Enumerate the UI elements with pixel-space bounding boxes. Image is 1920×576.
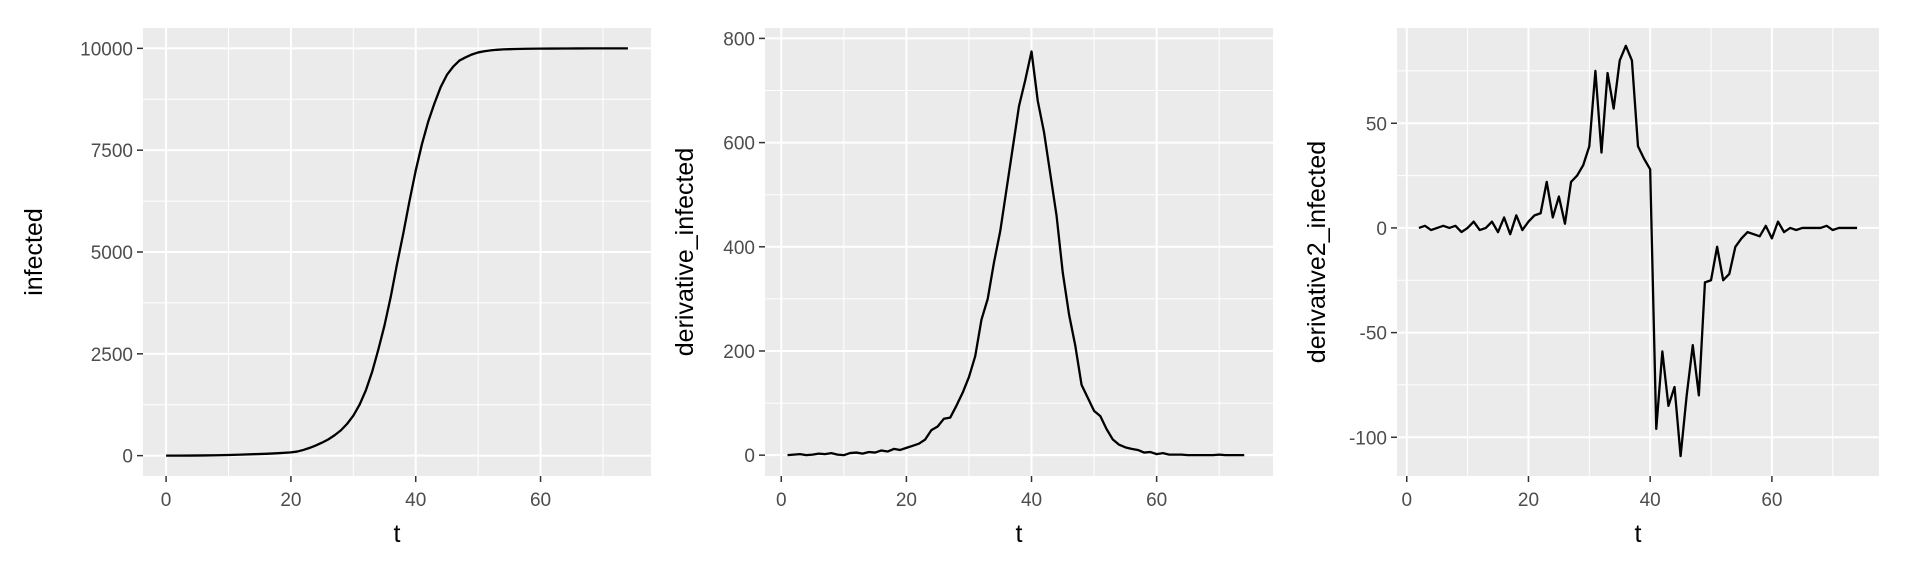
panel-1-y-axis-title: infected [20, 208, 48, 296]
panel-3-y-axis-title: derivative2_infected [1303, 141, 1331, 363]
panel-1-y-tick-label: 2500 [91, 345, 133, 366]
panel-3-y-tick-label: -100 [1349, 428, 1387, 449]
panel-1-x-tick-label: 0 [161, 490, 172, 511]
panel-3-x-tick-label: 20 [1518, 490, 1539, 511]
panel-2-x-axis-title: t [1016, 520, 1023, 548]
panel-3-x-axis-title: t [1635, 520, 1642, 548]
panel-2-y-tick-label: 0 [744, 446, 755, 467]
panel-3-x-tick-label: 0 [1401, 490, 1412, 511]
panel-2-x-tick-label: 20 [896, 490, 917, 511]
panel-3-x-tick-label: 60 [1761, 490, 1782, 511]
panel-3-y-tick-label: 50 [1366, 114, 1387, 135]
panel-3-x-tick-label: 40 [1640, 490, 1661, 511]
panel-3-y-tick-label: 0 [1376, 219, 1387, 240]
panel-2-y-axis-title: derivative_infected [671, 148, 699, 356]
panel-3-series-line [1418, 44, 1858, 458]
panel-1-x-tick-label: 20 [280, 490, 301, 511]
panel-1-series-line [166, 47, 628, 457]
panel-1-x-axis-title: t [394, 520, 401, 548]
panel-2-y-tick-label: 800 [723, 29, 755, 50]
panel-2-series-line [787, 50, 1245, 457]
panel-2-background [765, 28, 1273, 476]
panel-1-y-tick-label: 5000 [91, 243, 133, 264]
panel-2-y-tick-label: 200 [723, 342, 755, 363]
panel-2-x-tick-label: 60 [1146, 490, 1167, 511]
panel-3-background [1397, 28, 1879, 476]
panel-3: 0 20 40 60 -100 -50 0 50 t derivative2_infected [1303, 28, 1879, 548]
panel-2-y-tick-label: 600 [723, 134, 755, 155]
panel-2-x-tick-label: 0 [776, 490, 787, 511]
panel-2-x-tick-label: 40 [1021, 490, 1042, 511]
panel-1-y-tick-label: 7500 [91, 141, 133, 162]
panel-1-x-tick-label: 40 [405, 490, 426, 511]
panel-1-y-tick-label: 0 [122, 447, 133, 468]
panel-1: 0 20 40 60 0 2500 5000 7500 10000 t infected [20, 28, 651, 548]
panel-3-y-tick-label: -50 [1360, 324, 1387, 345]
panel-1-x-tick-label: 60 [530, 490, 551, 511]
panel-1-y-tick-label: 10000 [80, 39, 133, 60]
panel-2-y-tick-label: 400 [723, 238, 755, 259]
